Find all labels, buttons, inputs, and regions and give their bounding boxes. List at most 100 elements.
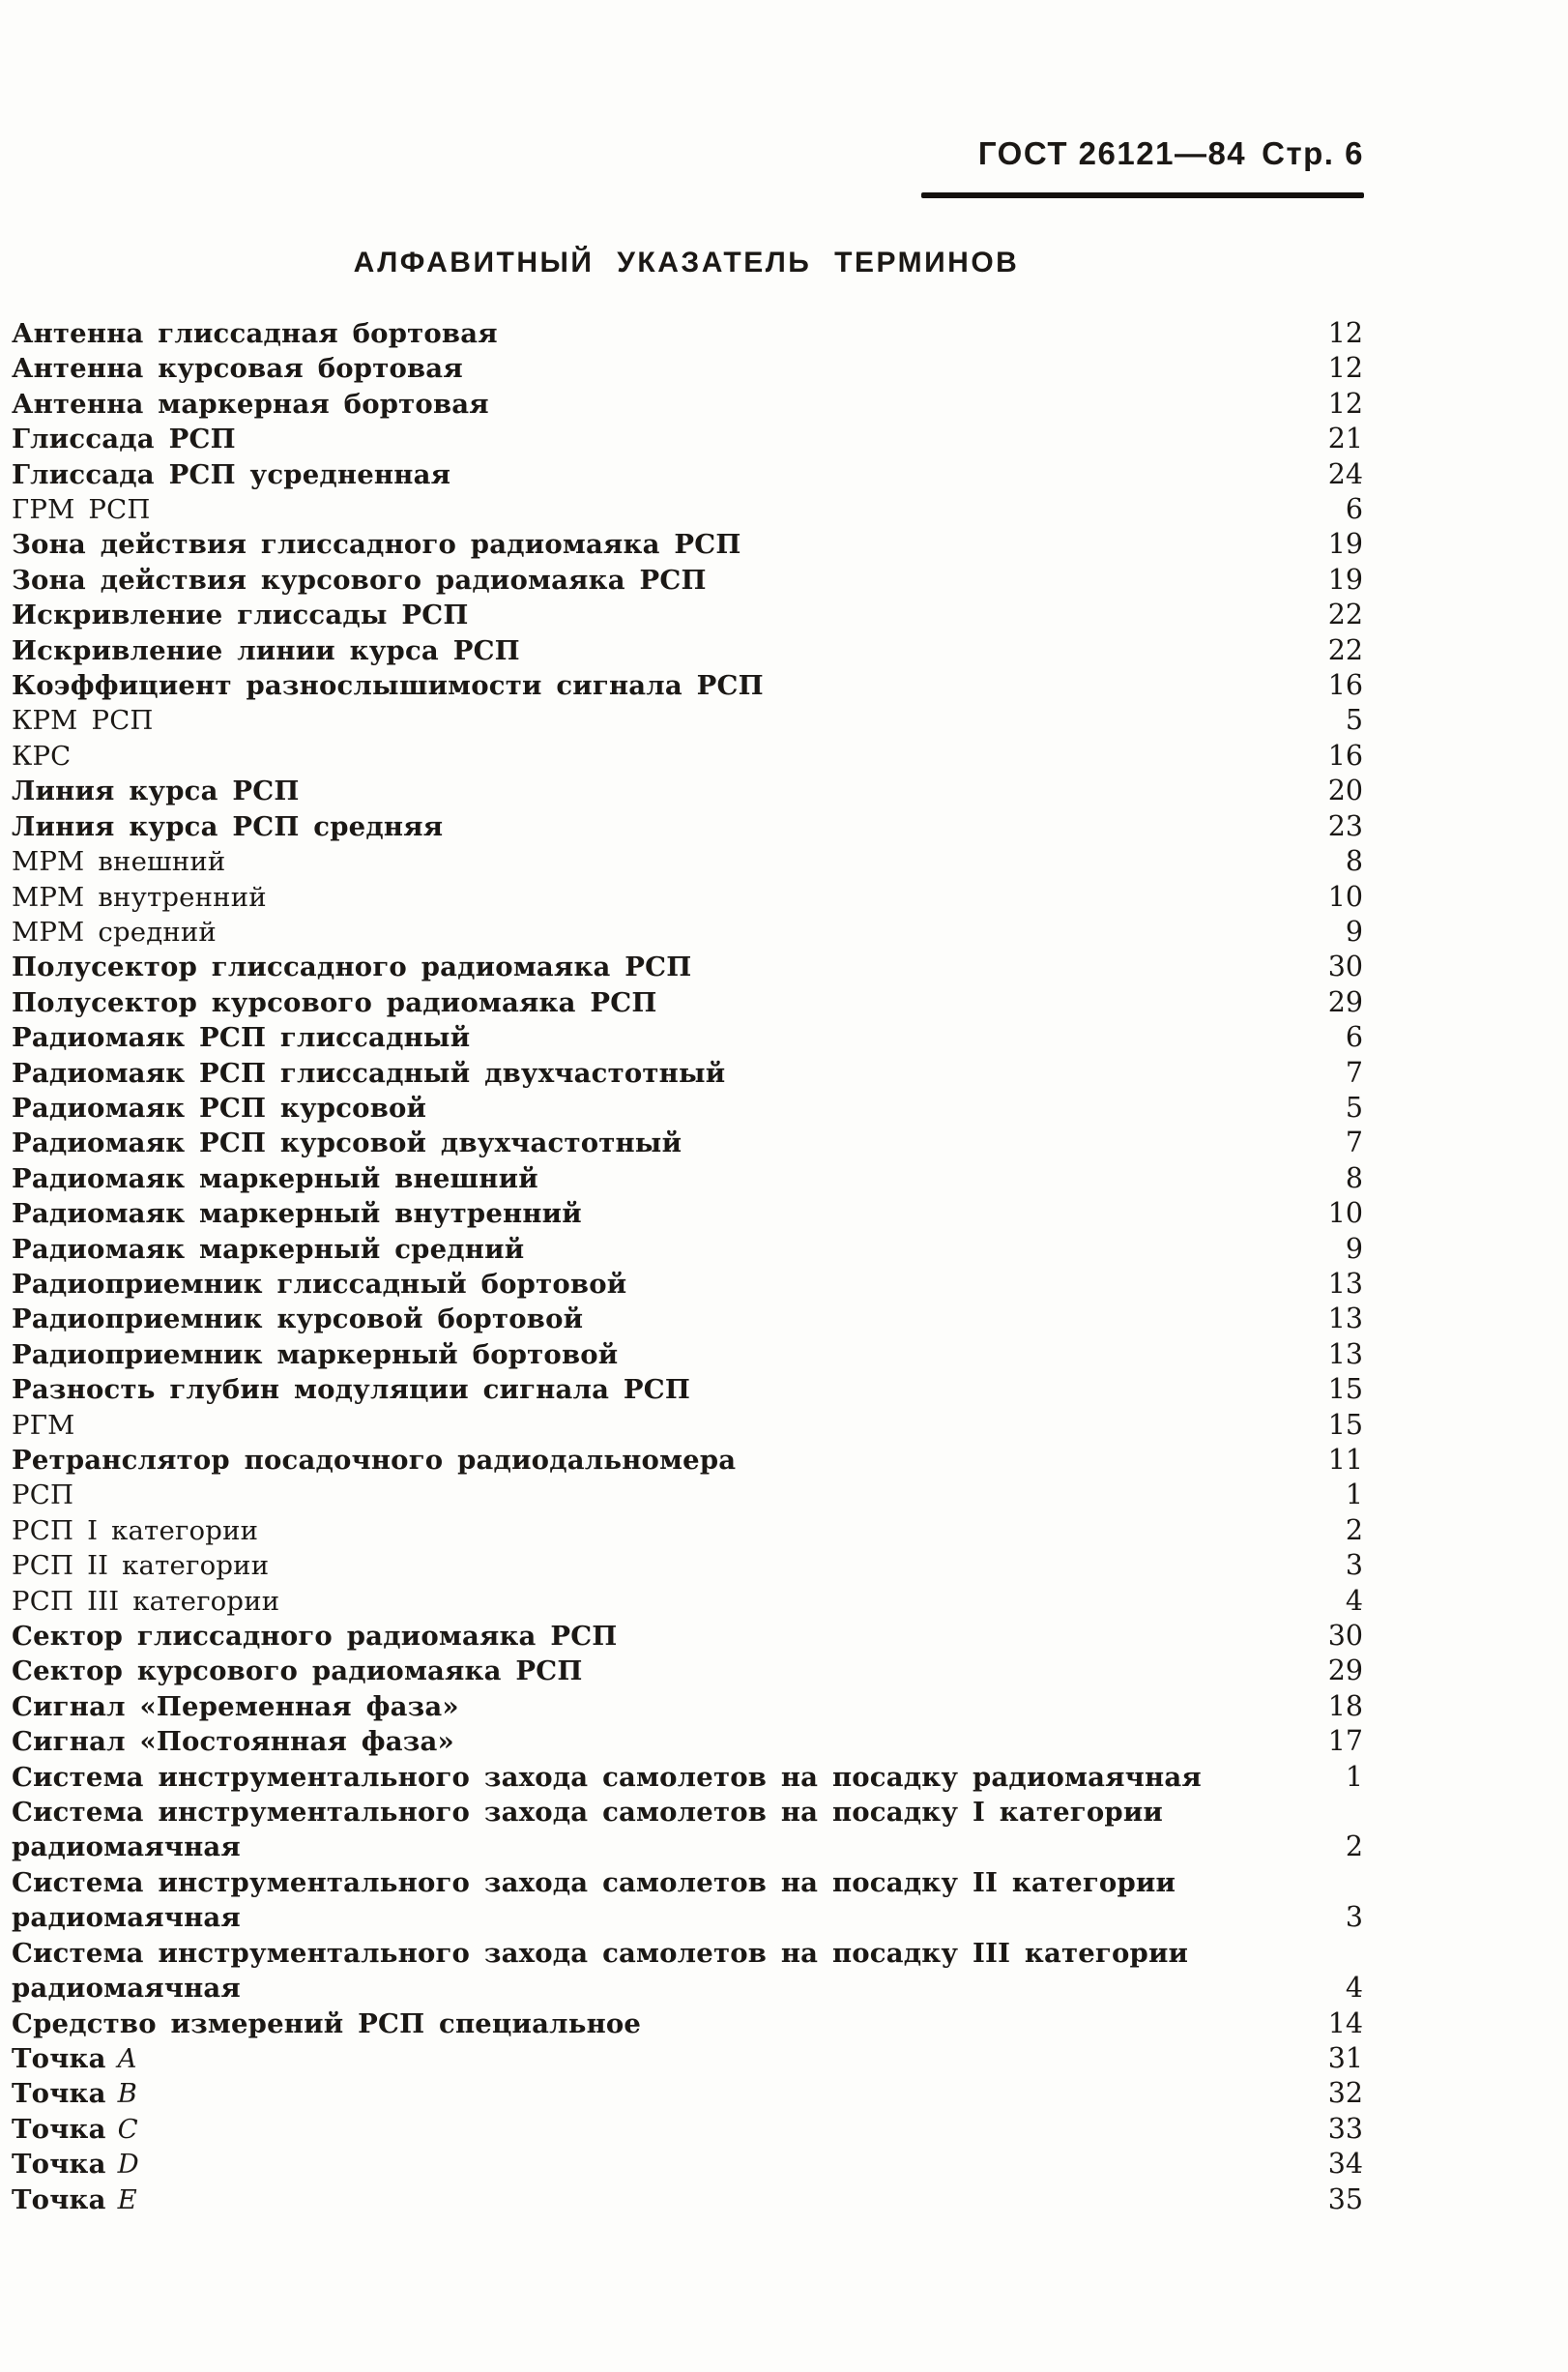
term-label: Сектор глиссадного радиомаяка РСП <box>12 1621 618 1653</box>
index-row: Антенна маркерная бортовая 12 <box>12 387 1363 422</box>
page-number: 4 <box>1345 1584 1363 1617</box>
page-number: 13 <box>1327 1337 1363 1370</box>
term-label: Радиоприемник курсовой бортовой <box>12 1303 584 1335</box>
index-row: Сектор курсового радиомаяка РСП 29 <box>12 1654 1363 1688</box>
index-row: Линия курса РСП 20 <box>12 774 1363 808</box>
index-row: Радиомаяк РСП глиссадный 6 <box>12 1020 1363 1055</box>
page-number: 30 <box>1327 1620 1363 1653</box>
term-label: КРМ РСП <box>12 705 154 737</box>
index-row: РСП III категории 4 <box>12 1584 1363 1619</box>
term-label: Глиссада РСП <box>12 424 236 455</box>
term-label: Радиомаяк маркерный внешний <box>12 1162 538 1194</box>
page-number: 10 <box>1327 880 1363 913</box>
term-label: Радиоприемник маркерный бортовой <box>12 1338 619 1370</box>
page-number: 2 <box>1345 1830 1363 1863</box>
term-point-letter: B <box>117 2078 138 2110</box>
term-label: Ретранслятор посадочного радиодальномера <box>12 1445 737 1476</box>
term-label: Система инструментального захода самолет… <box>12 1795 1290 1865</box>
index-row: ГРМ РСП 6 <box>12 492 1363 527</box>
document-header: ГОСТ 26121—84 Стр. 6 <box>921 135 1364 172</box>
index-row: Система инструментального захода самолет… <box>12 1936 1363 2006</box>
page-number: 31 <box>1327 2041 1363 2074</box>
index-row: МРМ средний 9 <box>12 915 1363 950</box>
page-number: 5 <box>1345 1091 1363 1124</box>
term-label: Система инструментального захода самолет… <box>12 1936 1290 2006</box>
page-number: 6 <box>1345 1021 1363 1054</box>
page-number: 34 <box>1327 2148 1363 2181</box>
term-label: РСП III категории <box>12 1585 280 1617</box>
term-label: Точка B <box>12 2078 138 2110</box>
page-number: 4 <box>1345 1972 1363 2005</box>
term-label: МРМ внешний <box>12 846 226 878</box>
index-row: РСП 1 <box>12 1478 1363 1512</box>
term-label: Зона действия глиссадного радиомаяка РСП <box>12 529 741 561</box>
term-label: Сигнал «Постоянная фаза» <box>12 1726 454 1758</box>
term-label: Радиомаяк маркерный средний <box>12 1233 525 1265</box>
page-number: 10 <box>1327 1197 1363 1230</box>
page-number: 12 <box>1327 317 1363 349</box>
page-number: 19 <box>1327 528 1363 561</box>
page-number: 13 <box>1327 1303 1363 1335</box>
term-label: Точка E <box>12 2183 137 2215</box>
page-number: 8 <box>1345 1161 1363 1194</box>
term-label: РСП <box>12 1479 74 1511</box>
index-row: Точка E 35 <box>12 2182 1363 2217</box>
index-row: Точка D 34 <box>12 2147 1363 2182</box>
page-number: 5 <box>1345 704 1363 737</box>
term-label: Разность глубин модуляции сигнала РСП <box>12 1374 691 1406</box>
index-row: Зона действия курсового радиомаяка РСП 19 <box>12 563 1363 598</box>
term-label: Искривление глиссады РСП <box>12 600 469 631</box>
term-label: Радиомаяк РСП глиссадный <box>12 1022 471 1054</box>
term-label: Полусектор курсового радиомаяка РСП <box>12 986 657 1018</box>
term-label: Сектор курсового радиомаяка РСП <box>12 1655 583 1687</box>
index-row: Искривление глиссады РСП 22 <box>12 598 1363 632</box>
index-row: РГМ 15 <box>12 1408 1363 1443</box>
index-row: МРМ внешний 8 <box>12 844 1363 879</box>
page-number: 33 <box>1327 2112 1363 2145</box>
page-label: Стр. 6 <box>1262 135 1364 171</box>
term-label: Радиомаяк РСП курсовой <box>12 1092 427 1124</box>
page-number: 16 <box>1327 739 1363 772</box>
index-row: Точка C 33 <box>12 2112 1363 2147</box>
page-number: 11 <box>1327 1444 1363 1476</box>
page-number: 29 <box>1327 1655 1363 1687</box>
page-number: 9 <box>1345 915 1363 948</box>
index-row: Средство измерений РСП специальное 14 <box>12 2006 1363 2041</box>
term-label: Радиоприемник глиссадный бортовой <box>12 1268 627 1300</box>
term-label: Точка D <box>12 2149 139 2181</box>
term-point-letter: E <box>117 2183 137 2215</box>
page-number: 22 <box>1327 633 1363 666</box>
page-number: 15 <box>1327 1373 1363 1406</box>
term-label: Зона действия курсового радиомаяка РСП <box>12 564 707 596</box>
index-row: Точка B 32 <box>12 2076 1363 2111</box>
term-point-letter: A <box>117 2042 137 2074</box>
term-second-line: радиомаячная <box>12 1831 241 1863</box>
index-row: Радиомаяк РСП курсовой двухчастотный 7 <box>12 1126 1363 1160</box>
page-number: 15 <box>1327 1408 1363 1441</box>
term-label: Точка C <box>12 2113 138 2145</box>
index-row: Коэффициент разнослышимости сигнала РСП 1… <box>12 668 1363 703</box>
term-label: Антенна курсовая бортовая <box>12 353 463 385</box>
page-number: 1 <box>1345 1760 1363 1793</box>
term-label: Радиомаяк маркерный внутренний <box>12 1198 582 1230</box>
index-row: Радиомаяк маркерный внешний 8 <box>12 1161 1363 1196</box>
term-label: Линия курса РСП <box>12 776 300 807</box>
page-number: 19 <box>1327 563 1363 596</box>
index-row: МРМ внутренний 10 <box>12 880 1363 915</box>
page-number: 23 <box>1327 809 1363 842</box>
index-row: Глиссада РСП 21 <box>12 422 1363 456</box>
term-label: РСП II категории <box>12 1550 270 1582</box>
index-row: Полусектор глиссадного радиомаяка РСП 30 <box>12 950 1363 984</box>
index-row: Антенна курсовая бортовая 12 <box>12 351 1363 386</box>
term-label: Глиссада РСП усредненная <box>12 458 451 490</box>
term-point-letter: C <box>117 2113 138 2145</box>
page-number: 30 <box>1327 951 1363 983</box>
index-row: Разность глубин модуляции сигнала РСП 15 <box>12 1372 1363 1407</box>
term-point-letter: D <box>117 2149 139 2181</box>
page-number: 20 <box>1327 775 1363 807</box>
term-label: Полусектор глиссадного радиомаяка РСП <box>12 952 692 983</box>
index-row: КРС 16 <box>12 739 1363 774</box>
term-label: КРС <box>12 740 72 772</box>
term-label: Радиомаяк РСП глиссадный двухчастотный <box>12 1057 726 1089</box>
page-number: 13 <box>1327 1267 1363 1300</box>
